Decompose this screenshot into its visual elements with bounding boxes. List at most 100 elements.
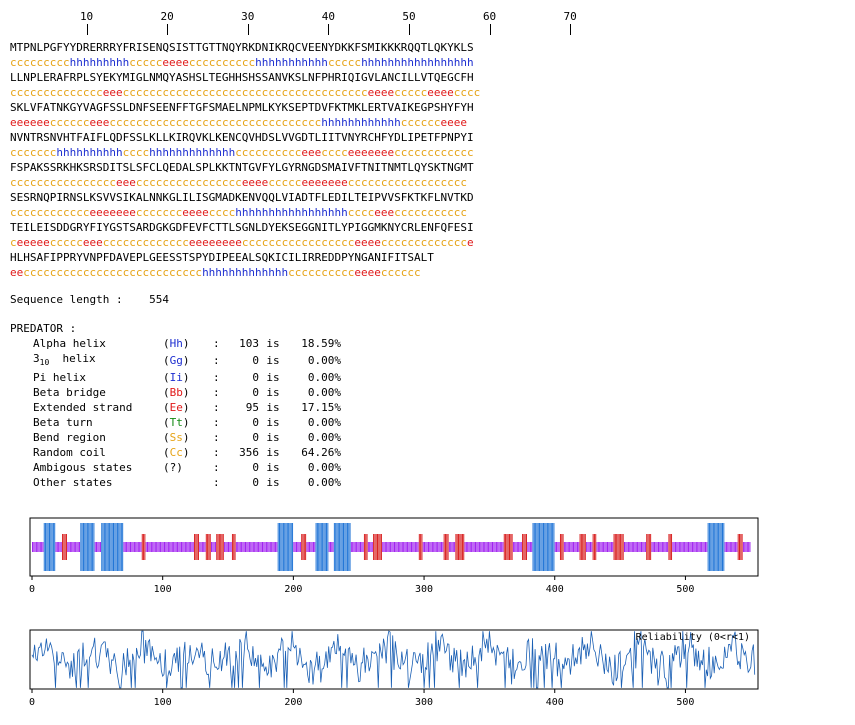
strand-mark [459, 534, 461, 560]
state-code: (Ee) [163, 401, 190, 415]
coil-mark [204, 542, 206, 552]
sequence-line: HLHSAFIPPRYVNPFDAVEPLGEESSTSPYDIPEEALSQK… [10, 251, 434, 264]
coil-mark [294, 542, 296, 552]
ruler-tick [408, 24, 410, 35]
sequence-length-label: Sequence length : [10, 293, 123, 306]
helix-mark [540, 523, 542, 571]
coil-mark [563, 542, 565, 552]
state-percent: 0.00% [307, 476, 341, 490]
strand-mark [592, 534, 594, 560]
coil-mark [137, 542, 139, 552]
coil-mark [158, 542, 160, 552]
helix-mark [285, 523, 287, 571]
state-colon: : [213, 461, 220, 475]
coil-mark [484, 542, 486, 552]
predator-row: Random coil (Cc): 356 is 64.26% [33, 445, 341, 460]
helix-mark [105, 523, 107, 571]
reliability-graph: Reliability (0<r<1) 0 100 200 300 400 500 [29, 629, 759, 708]
coil-mark [238, 542, 240, 552]
helix-mark [282, 523, 284, 571]
state-is: is [266, 461, 280, 475]
state-colon: : [213, 446, 220, 460]
strand-mark [579, 534, 581, 560]
coil-mark [467, 542, 469, 552]
coil-mark [312, 542, 314, 552]
coil-mark [729, 542, 731, 552]
sequence-line: SESRNQPIRNSLKSVVSIKALNNKGLILISGMADKENVQQ… [10, 191, 474, 204]
helix-mark [539, 523, 541, 571]
coil-mark [225, 542, 227, 552]
coil-mark [427, 542, 429, 552]
coil-mark [701, 542, 703, 552]
coil-mark [190, 542, 192, 552]
coil-mark [241, 542, 243, 552]
coil-mark [229, 542, 231, 552]
coil-mark [399, 542, 401, 552]
helix-mark [544, 523, 546, 571]
coil-mark [437, 542, 439, 552]
coil-mark [408, 542, 410, 552]
coil-mark [391, 542, 393, 552]
strand-mark [196, 534, 198, 560]
coil-mark [601, 542, 603, 552]
coil-mark [154, 542, 156, 552]
coil-mark [438, 542, 440, 552]
coil-mark [640, 542, 642, 552]
coil-mark [156, 542, 158, 552]
coil-mark [609, 542, 611, 552]
structure-line: eeeeeecccccceeeccccccccccccccccccccccccc… [10, 116, 468, 129]
coil-mark [591, 542, 593, 552]
helix-mark [708, 523, 710, 571]
coil-mark [659, 542, 661, 552]
structure-line: ccccccccchhhhhhhhhccccceeeecccccccccchhh… [10, 56, 474, 69]
coil-mark [73, 542, 75, 552]
coil-mark [245, 542, 246, 552]
helix-mark [101, 523, 103, 571]
coil-mark [600, 542, 602, 552]
coil-mark [367, 542, 369, 552]
state-name: Beta bridge [33, 386, 106, 400]
strand-mark [593, 534, 595, 560]
helix-mark [323, 523, 325, 571]
strand-mark [377, 534, 378, 560]
coil-mark [657, 542, 659, 552]
coil-mark [297, 542, 299, 552]
helix-mark [532, 523, 534, 571]
coil-mark [502, 542, 504, 552]
helix-mark [47, 523, 49, 571]
coil-mark [200, 542, 202, 552]
state-name: 310 helix [33, 351, 163, 370]
strand-mark [525, 534, 527, 560]
coil-mark [429, 542, 431, 552]
coil-mark [395, 542, 397, 552]
helix-mark [120, 523, 122, 571]
state-name: Extended strand [33, 401, 133, 415]
coil-mark [260, 542, 262, 552]
coil-mark [267, 542, 269, 552]
helix-mark [45, 523, 47, 571]
strand-mark [443, 534, 445, 560]
state-code-letters: Gg [169, 354, 183, 368]
coil-mark [32, 542, 33, 552]
coil-mark [574, 542, 576, 552]
strand-mark [194, 534, 196, 560]
state-name: Pi helix [33, 371, 86, 385]
strand-mark [620, 534, 622, 560]
coil-mark [430, 542, 432, 552]
coil-mark [403, 542, 405, 552]
helix-mark [286, 523, 288, 571]
coil-mark [259, 542, 261, 552]
coil-mark [733, 542, 735, 552]
coil-mark [135, 542, 137, 552]
coil-mark [558, 542, 560, 552]
coil-mark [676, 542, 678, 552]
helix-mark [548, 523, 550, 571]
coil-mark [527, 542, 529, 552]
coil-mark [184, 542, 186, 552]
coil-mark [699, 542, 701, 552]
state-percent: 0.00% [307, 371, 341, 385]
helix-mark [326, 523, 328, 571]
state-percent: 18.59% [301, 337, 341, 350]
strand-mark [143, 534, 145, 560]
coil-mark [672, 542, 674, 552]
